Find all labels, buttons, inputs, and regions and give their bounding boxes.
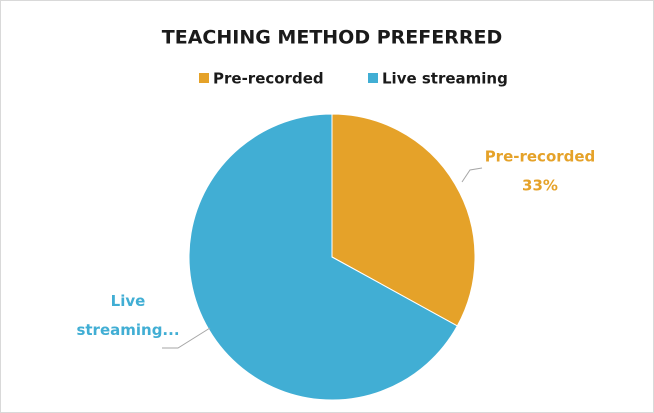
pie-slice <box>188 113 458 401</box>
pie-slice <box>331 113 476 327</box>
label-line: Live <box>111 292 146 310</box>
label-line: streaming... <box>76 321 179 339</box>
legend-swatch <box>368 73 378 83</box>
legend-label: Live streaming <box>382 70 508 88</box>
leader-line <box>461 167 483 183</box>
data-label: Live streaming... <box>76 292 179 339</box>
leader-line <box>162 327 211 349</box>
chart-title: TEACHING METHOD PREFERRED <box>162 27 502 49</box>
legend-label: Pre-recorded <box>213 70 324 88</box>
data-label: Pre-recorded <box>485 148 596 166</box>
legend-swatch <box>199 73 209 83</box>
value-label: 33% <box>522 177 558 195</box>
